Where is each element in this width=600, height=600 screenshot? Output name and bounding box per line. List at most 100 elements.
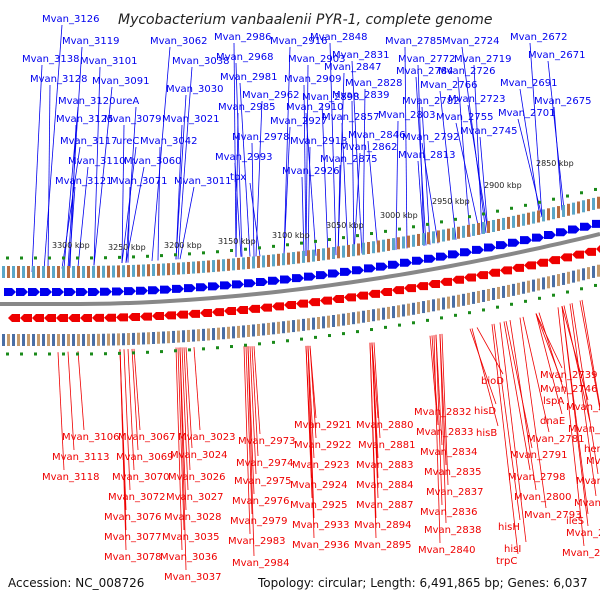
reverse-gene-label[interactable]: Mvan_2837 [426, 487, 483, 498]
reverse-gene-label[interactable]: Mvan_2925 [290, 500, 347, 511]
reverse-gene-label[interactable]: Mvan_3118 [42, 472, 99, 483]
reverse-gene-label[interactable]: Mvan_2922 [294, 440, 351, 451]
forward-gene-label[interactable]: Mvan_2839 [332, 90, 389, 101]
forward-gene-label[interactable]: Mvan_2691 [500, 78, 557, 89]
reverse-gene-label[interactable]: Mvan_2793 [524, 510, 581, 521]
forward-gene-label[interactable]: Mvan_2772 [398, 54, 455, 65]
reverse-gene-label[interactable]: Mvan_2884 [356, 480, 413, 491]
reverse-gene-label[interactable]: Mvan_3026 [168, 472, 225, 483]
forward-gene-label[interactable]: Mvan_2782 [402, 96, 459, 107]
forward-gene-label[interactable]: Mvan_2927 [270, 116, 327, 127]
forward-gene-label[interactable]: Mvan_3011 [174, 176, 231, 187]
reverse-gene-label[interactable]: Mvan_2923 [292, 460, 349, 471]
reverse-gene-label[interactable]: Mvan_2833 [416, 427, 473, 438]
forward-gene-label[interactable]: Mvan_2898 [302, 92, 359, 103]
reverse-gene-label[interactable]: Mvan_2894 [354, 520, 411, 531]
forward-gene-label[interactable]: Mvan_2903 [288, 54, 345, 65]
forward-gene-label[interactable]: Mvan_2672 [510, 32, 567, 43]
reverse-gene-label[interactable]: Mvan_2976 [232, 496, 289, 507]
reverse-gene-label[interactable]: dnaE [540, 416, 565, 427]
reverse-gene-label[interactable]: Mvan_2781 [527, 434, 584, 445]
forward-gene-label[interactable]: Mvan_3110 [68, 156, 125, 167]
forward-gene-label[interactable]: Mvan_3117 [60, 136, 117, 147]
reverse-gene-label[interactable]: Mvan_2880 [356, 420, 413, 431]
forward-gene-label[interactable]: Mvan_3030 [166, 84, 223, 95]
forward-gene-label[interactable]: Mvan_3125 [56, 114, 113, 125]
forward-gene-label[interactable]: Mvan_2910 [286, 102, 343, 113]
reverse-gene-label[interactable]: Mvan_3067 [118, 432, 175, 443]
forward-gene-label[interactable]: Mvan_2724 [442, 36, 499, 47]
reverse-gene-label[interactable]: Mvan_3036 [160, 552, 217, 563]
forward-gene-label[interactable]: Mvan_2985 [218, 102, 275, 113]
forward-gene-label[interactable]: Mvan_2745 [460, 126, 517, 137]
reverse-gene-label[interactable]: Mvan_3077 [104, 532, 161, 543]
reverse-gene-label[interactable]: Mvan_3028 [164, 512, 221, 523]
reverse-gene-label[interactable]: Mvan_2895 [354, 540, 411, 551]
reverse-gene-label[interactable]: Mvan_3023 [178, 432, 235, 443]
reverse-gene-label[interactable]: hisB [476, 428, 497, 439]
forward-gene-label[interactable]: Mvan_3091 [92, 76, 149, 87]
forward-gene-label[interactable]: Mvan_2847 [324, 62, 381, 73]
forward-gene-label[interactable]: Mvan_3121 [55, 176, 112, 187]
forward-gene-label[interactable]: ureC [116, 136, 139, 147]
reverse-gene-label[interactable]: Mvan_2983 [228, 536, 285, 547]
reverse-gene-label[interactable]: hemH [584, 444, 600, 455]
reverse-gene-label[interactable]: Mvan_3076 [104, 512, 161, 523]
reverse-gene-label[interactable]: Mvan_3078 [104, 552, 161, 563]
reverse-gene-label[interactable]: Mvan_3035 [162, 532, 219, 543]
reverse-gene-label[interactable]: Mvan_2838 [424, 525, 481, 536]
forward-gene-label[interactable]: Mvan_3021 [162, 114, 219, 125]
forward-gene-label[interactable]: Mvan_2828 [345, 78, 402, 89]
forward-gene-label[interactable]: Mvan_2671 [528, 50, 585, 61]
forward-gene-label[interactable]: Mvan_3060 [124, 156, 181, 167]
forward-gene-label[interactable]: Mvan_3062 [150, 36, 207, 47]
forward-gene-label[interactable]: Mvan_2986 [214, 32, 271, 43]
forward-gene-label[interactable]: Mvan_3120 [58, 96, 115, 107]
forward-gene-label[interactable]: Mvan_2785 [385, 36, 442, 47]
forward-gene-label[interactable]: Mvan_2857 [322, 112, 379, 123]
reverse-gene-label[interactable]: Mvan_2975 [234, 476, 291, 487]
forward-gene-label[interactable]: Mvan_2755 [436, 112, 493, 123]
forward-gene-label[interactable]: Mvan_2784 [396, 66, 453, 77]
reverse-gene-label[interactable]: Mvan_3024 [170, 450, 227, 461]
forward-gene-label[interactable]: Mvan_3079 [104, 114, 161, 125]
reverse-gene-label[interactable]: bioD [481, 376, 504, 387]
reverse-gene-label[interactable]: hisH [498, 522, 520, 533]
forward-gene-label[interactable]: Mvan_2792 [402, 132, 459, 143]
reverse-gene-label[interactable]: Mvan_2979 [230, 516, 287, 527]
reverse-gene-label[interactable]: lspA [543, 396, 564, 407]
reverse-gene-label[interactable]: Mvan_2936 [292, 540, 349, 551]
forward-gene-label[interactable]: Mvan_3126 [42, 14, 99, 25]
reverse-gene-label[interactable]: Mvan_2973 [238, 436, 295, 447]
forward-gene-label[interactable]: Mvan_2909 [284, 74, 341, 85]
forward-gene-label[interactable]: tpx [230, 172, 246, 183]
forward-gene-label[interactable]: Mvan_2968 [216, 52, 273, 63]
reverse-gene-label[interactable]: Mvan_2791 [510, 450, 567, 461]
reverse-gene-label[interactable]: Mvan_2800 [514, 492, 571, 503]
reverse-gene-label[interactable]: Mvan_2933 [292, 520, 349, 531]
reverse-gene-label[interactable]: hisI [504, 544, 521, 555]
reverse-gene-label[interactable]: Mvan_2883 [356, 460, 413, 471]
forward-gene-label[interactable]: Mvan_2962 [242, 90, 299, 101]
reverse-gene-label[interactable]: Mvan_2921 [294, 420, 351, 431]
reverse-gene-label[interactable]: Mvan_2776 [562, 548, 600, 559]
reverse-gene-label[interactable]: Mvan_3037 [164, 572, 221, 583]
forward-gene-label[interactable]: Mvan_3128 [30, 74, 87, 85]
forward-gene-label[interactable]: Mvan_2719 [454, 54, 511, 65]
forward-gene-label[interactable]: Mvan_2848 [310, 32, 367, 43]
reverse-gene-label[interactable]: Mvan_2750 [568, 424, 600, 435]
forward-gene-label[interactable]: Mvan_2701 [498, 108, 555, 119]
reverse-gene-label[interactable]: Mvan_2974 [236, 458, 293, 469]
forward-gene-label[interactable]: Mvan_3101 [80, 56, 137, 67]
reverse-gene-label[interactable]: Mvan_2840 [418, 545, 475, 556]
forward-gene-label[interactable]: Mvan_2916 [270, 36, 327, 47]
forward-gene-label[interactable]: Mvan_2803 [378, 110, 435, 121]
reverse-gene-label[interactable]: Mvan_2836 [420, 507, 477, 518]
forward-gene-label[interactable]: Mvan_2831 [332, 50, 389, 61]
reverse-gene-label[interactable]: Mvan_2834 [420, 447, 477, 458]
reverse-gene-label[interactable]: Mvan_2759 [586, 456, 600, 467]
reverse-gene-label[interactable]: Mvan_2798 [508, 472, 565, 483]
reverse-gene-label[interactable]: Mvan_2832 [414, 407, 471, 418]
reverse-gene-label[interactable]: trpC [496, 556, 517, 567]
reverse-gene-label[interactable]: Mvan_3106 [62, 432, 119, 443]
